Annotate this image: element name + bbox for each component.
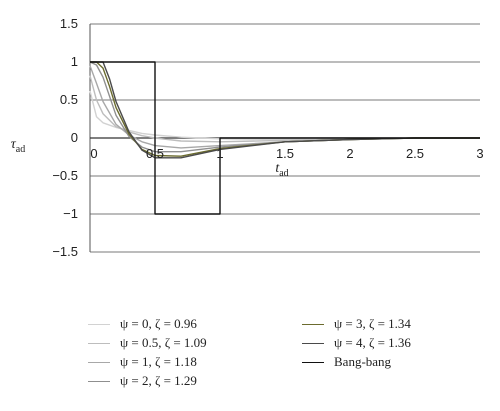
y-tick-label: 0.5 xyxy=(60,92,78,107)
series-line-0 xyxy=(89,90,480,141)
x-axis-label-main: t xyxy=(275,161,280,176)
x-tick-label: 1.5 xyxy=(276,146,294,161)
tick-labels: 1.5 1 0.5 0 −0.5 −1 −1.5 0 0.5 1 1.5 2 2.5 3 xyxy=(52,16,483,259)
y-axis-label: τad xyxy=(11,137,25,155)
y-tick-label: 1.5 xyxy=(60,16,78,31)
y-tick-label: 1 xyxy=(71,54,78,69)
x-tick-label: 3 xyxy=(476,146,483,161)
series-line-1 xyxy=(89,75,480,143)
y-axis-label-main: τ xyxy=(11,137,17,152)
y-axis-label-sub: ad xyxy=(16,144,25,155)
series-line-5 xyxy=(90,61,480,159)
y-tick-label: −0.5 xyxy=(52,168,78,183)
y-tick-label: −1 xyxy=(63,206,78,221)
series-line-6 xyxy=(90,61,480,215)
x-tick-label: 0 xyxy=(90,146,97,161)
x-axis-label: tad xyxy=(275,161,288,179)
x-axis-label-sub: ad xyxy=(279,168,288,179)
y-tick-label: −1.5 xyxy=(52,244,78,259)
x-tick-label: 0.5 xyxy=(146,146,164,161)
x-tick-label: 2.5 xyxy=(406,146,424,161)
x-tick-label: 1 xyxy=(216,146,223,161)
y-tick-label: 0 xyxy=(71,130,78,145)
series-line-2 xyxy=(89,65,480,149)
series-lines xyxy=(89,61,480,215)
x-tick-label: 2 xyxy=(346,146,353,161)
